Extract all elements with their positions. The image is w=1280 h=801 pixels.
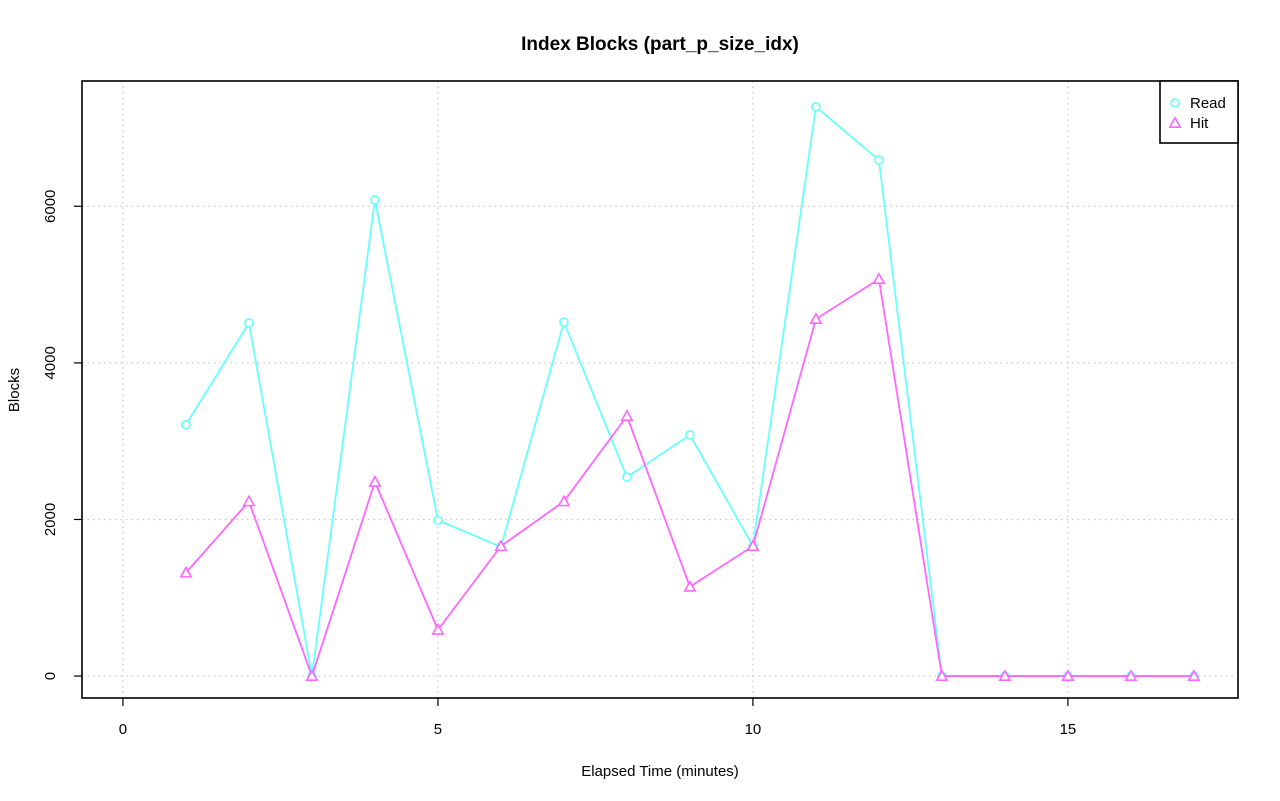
legend-box: [1159, 80, 1239, 144]
point-hit: [1061, 669, 1075, 682]
x-tick-label: 0: [119, 721, 127, 738]
point-read: [685, 430, 695, 440]
point-hit: [179, 565, 193, 578]
y-axis-label: Blocks: [6, 368, 23, 412]
legend-label-hit: Hit: [1190, 115, 1209, 132]
series-hit: [179, 272, 1201, 682]
point-hit: [431, 623, 445, 635]
point-hit: [1187, 669, 1201, 682]
series-layer: [179, 102, 1201, 682]
axis-ticks: 0 5 10 15 0 2000 4000 6000: [42, 190, 1076, 738]
point-hit: [809, 312, 823, 324]
legend-label-read: Read: [1190, 95, 1226, 112]
plot-frame: [81, 80, 1239, 699]
point-read: [244, 318, 254, 328]
y-tick-label: 2000: [42, 503, 59, 536]
series-line-hit: [185, 277, 1194, 679]
point-hit: [494, 539, 508, 552]
legend-marker-hit: [1168, 116, 1182, 128]
x-axis-label: Elapsed Time (minutes): [581, 763, 739, 780]
point-hit: [620, 409, 634, 422]
point-hit: [872, 272, 886, 285]
legend: Read Hit: [1159, 80, 1239, 144]
point-read: [559, 317, 569, 327]
y-tick-label: 4000: [42, 346, 59, 379]
chart-title: Index Blocks (part_p_size_idx): [521, 34, 799, 55]
point-read: [622, 472, 632, 482]
y-tick-label: 0: [42, 672, 59, 680]
point-hit: [242, 494, 256, 507]
legend-marker-read: [1170, 98, 1180, 108]
x-tick-label: 5: [434, 721, 442, 738]
x-tick-label: 10: [745, 721, 762, 738]
point-hit: [557, 494, 571, 507]
grid: [82, 81, 1238, 698]
point-read: [874, 155, 884, 165]
point-read: [433, 515, 443, 526]
point-read: [370, 195, 380, 205]
point-hit: [683, 579, 697, 592]
point-read: [811, 102, 821, 112]
x-tick-label: 15: [1060, 721, 1077, 738]
point-hit: [368, 475, 382, 487]
y-tick-label: 6000: [42, 190, 59, 223]
point-hit: [746, 539, 760, 552]
point-read: [181, 419, 191, 430]
point-hit: [1124, 669, 1138, 682]
point-hit: [935, 669, 949, 682]
point-hit: [305, 669, 319, 682]
point-hit: [998, 669, 1012, 682]
series-read: [181, 102, 1199, 681]
